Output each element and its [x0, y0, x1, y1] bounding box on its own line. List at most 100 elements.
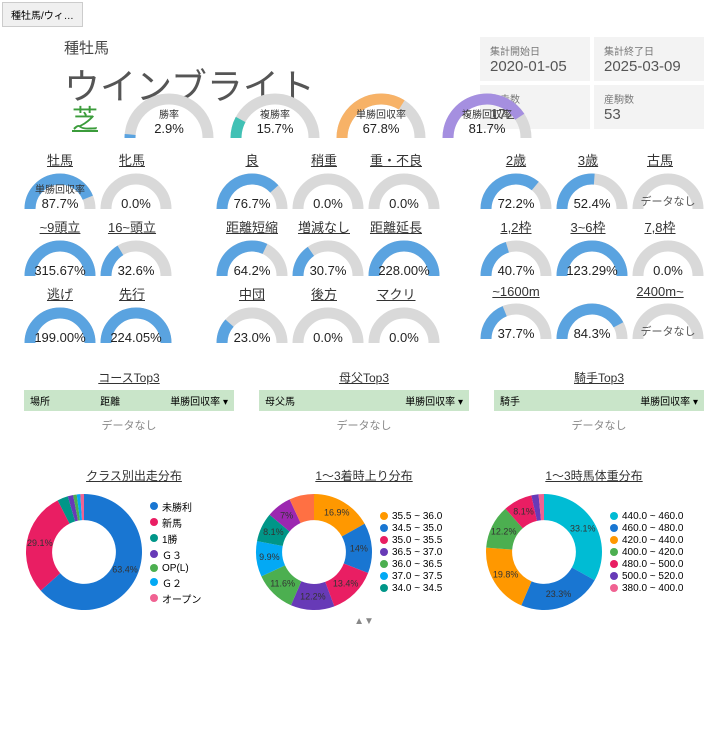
surface-label: 芝 — [72, 99, 98, 136]
col-header: 3歳 — [552, 150, 624, 169]
gauge: 0.0% — [292, 303, 364, 351]
gauge: データなし — [632, 299, 704, 347]
legend-item: 500.0 ~ 520.0 — [610, 571, 683, 582]
gauge: データなし — [632, 169, 704, 217]
donut-chart: 33.1% 23.3% 19.8% 12.2% 8.1% — [484, 492, 604, 612]
svg-text:8.1%: 8.1% — [513, 506, 534, 516]
svg-text:9.9%: 9.9% — [259, 552, 280, 562]
svg-text:11.6%: 11.6% — [270, 579, 295, 589]
legend-item: 480.0 ~ 500.0 — [610, 559, 683, 570]
svg-text:33.1%: 33.1% — [570, 524, 596, 534]
legend-item: OP(L) — [150, 563, 201, 574]
col-header: 1,2枠 — [480, 217, 552, 236]
svg-text:7%: 7% — [280, 511, 293, 521]
col-header: 牡馬 — [24, 150, 96, 169]
col-header: 逃げ — [24, 284, 96, 303]
col-header: 3~6枠 — [552, 217, 624, 236]
legend-item: 380.0 ~ 400.0 — [610, 583, 683, 594]
top3-table: コースTop3場所距離単勝回収率 ▾データなし — [24, 369, 234, 439]
gauge: 123.29% — [556, 236, 628, 284]
top-gauge: 複勝率15.7% — [230, 89, 320, 146]
pie-section: クラス別出走分布63.4%29.1%未勝利新馬1勝Ｇ３OP(L)Ｇ２オープン — [24, 467, 244, 627]
gauge: 72.2% — [480, 169, 552, 217]
svg-text:8.1%: 8.1% — [263, 527, 284, 537]
legend-item: Ｇ３ — [150, 547, 201, 562]
legend-item: 400.0 ~ 420.0 — [610, 547, 683, 558]
col-header: 後方 — [288, 284, 360, 303]
svg-text:12.2%: 12.2% — [300, 591, 326, 601]
col-header: 中団 — [216, 284, 288, 303]
legend-item: 未勝利 — [150, 499, 201, 514]
col-header: 古馬 — [624, 150, 696, 169]
gauge: 単勝回収率87.7% — [24, 169, 96, 217]
gauge: 0.0% — [632, 236, 704, 284]
legend-item: 420.0 ~ 440.0 — [610, 535, 683, 546]
col-header: 牝馬 — [96, 150, 168, 169]
legend-item: 34.0 ~ 34.5 — [380, 583, 442, 594]
donut-chart: 16.9%14%13.4%12.2%11.6%9.9%8.1%7% — [254, 492, 374, 612]
col-header: 稍重 — [288, 150, 360, 169]
gauge: 30.7% — [292, 236, 364, 284]
gauge: 76.7% — [216, 169, 288, 217]
pie-section: 1～3着時上り分布16.9%14%13.4%12.2%11.6%9.9%8.1%… — [254, 467, 474, 627]
col-header: 先行 — [96, 284, 168, 303]
gauge: 228.00% — [368, 236, 440, 284]
svg-text:29.1%: 29.1% — [27, 538, 53, 548]
legend-item: 36.0 ~ 36.5 — [380, 559, 442, 570]
gauge: 84.3% — [556, 299, 628, 347]
col-header: ~1600m — [480, 284, 552, 299]
top3-table: 母父Top3母父馬単勝回収率 ▾データなし — [259, 369, 469, 439]
col-header: 7,8枠 — [624, 217, 696, 236]
legend-item: 34.5 ~ 35.0 — [380, 523, 442, 534]
col-header: 重・不良 — [360, 150, 432, 169]
legend-item: 35.5 ~ 36.0 — [380, 511, 442, 522]
legend-item: 37.0 ~ 37.5 — [380, 571, 442, 582]
svg-text:19.8%: 19.8% — [493, 570, 519, 580]
gauge: 224.05% — [100, 303, 172, 351]
stat-horses: 産駒数 53 — [594, 85, 704, 129]
svg-text:14%: 14% — [350, 543, 368, 553]
svg-text:63.4%: 63.4% — [112, 565, 138, 575]
col-header: 2400m~ — [624, 284, 696, 299]
gauge: 52.4% — [556, 169, 628, 217]
svg-text:23.3%: 23.3% — [546, 589, 572, 599]
legend-item: 460.0 ~ 480.0 — [610, 523, 683, 534]
gauge: 0.0% — [292, 169, 364, 217]
pager[interactable]: ▲▼ — [254, 616, 474, 627]
legend-item: 35.0 ~ 35.5 — [380, 535, 442, 546]
page-subtitle: 種牡馬 — [64, 37, 315, 58]
top-gauge: 勝率2.9% — [124, 89, 214, 146]
gauge: 23.0% — [216, 303, 288, 351]
gauge: 199.00% — [24, 303, 96, 351]
gauge: 32.6% — [100, 236, 172, 284]
gauge: 0.0% — [368, 169, 440, 217]
gauge: 40.7% — [480, 236, 552, 284]
top-gauge: 複勝回収率81.7% — [442, 89, 532, 146]
gauge: 0.0% — [100, 169, 172, 217]
gauge: 315.67% — [24, 236, 96, 284]
donut-chart: 63.4% 29.1% — [24, 492, 144, 612]
legend-item: 1勝 — [150, 531, 201, 546]
top-gauge: 単勝回収率67.8% — [336, 89, 426, 146]
svg-text:13.4%: 13.4% — [333, 578, 359, 588]
col-header: 2歳 — [480, 150, 552, 169]
col-header — [552, 284, 624, 299]
col-header: 増減なし — [288, 217, 360, 236]
pie-section: 1～3時馬体重分布33.1%23.3%19.8%12.2%8.1%440.0 ~… — [484, 467, 704, 627]
svg-text:12.2%: 12.2% — [491, 526, 517, 536]
legend-item: 36.5 ~ 37.0 — [380, 547, 442, 558]
col-header: 距離短縮 — [216, 217, 288, 236]
col-header: ~9頭立 — [24, 217, 96, 236]
legend-item: Ｇ２ — [150, 575, 201, 590]
tab-sire[interactable]: 種牡馬/ウィ… — [2, 2, 83, 27]
gauge: 64.2% — [216, 236, 288, 284]
gauge: 0.0% — [368, 303, 440, 351]
stat-end: 集計終了日 2025-03-09 — [594, 37, 704, 81]
legend-item: オープン — [150, 591, 201, 606]
col-header: 16~頭立 — [96, 217, 168, 236]
stat-start: 集計開始日 2020-01-05 — [480, 37, 590, 81]
legend-item: 新馬 — [150, 515, 201, 530]
legend-item: 440.0 ~ 460.0 — [610, 511, 683, 522]
col-header: 良 — [216, 150, 288, 169]
gauge: 37.7% — [480, 299, 552, 347]
